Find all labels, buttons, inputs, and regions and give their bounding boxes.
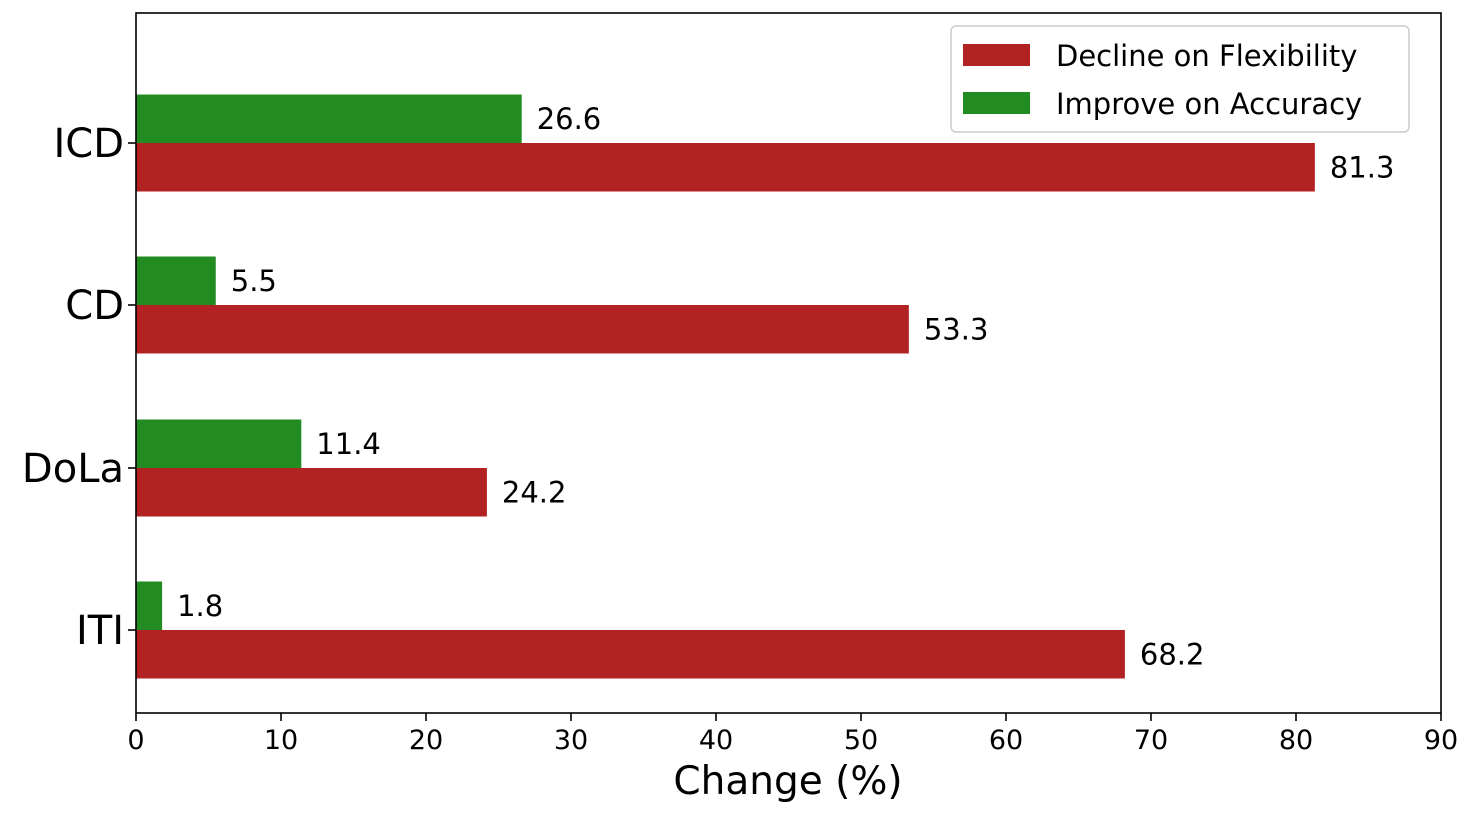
bar-decline-dola [136,468,487,517]
bar-improve-iti [136,581,163,630]
y-tick-label-iti: ITI [76,608,124,654]
x-tick-label-90: 90 [1424,725,1458,756]
legend-label-decline: Decline on Flexibility [1056,39,1357,73]
value-label-decline-iti: 68.2 [1140,637,1205,671]
value-label-improve-dola: 11.4 [316,427,381,461]
bars-layer [136,94,1315,679]
bar-improve-dola [136,419,302,468]
x-tick-label-60: 60 [989,725,1023,756]
value-label-improve-cd: 5.5 [231,264,277,298]
legend: Decline on Flexibility Improve on Accura… [950,25,1410,133]
bar-improve-icd [136,94,522,143]
x-tick-label-50: 50 [844,725,878,756]
x-tick-label-30: 30 [554,725,588,756]
x-tick-label-70: 70 [1134,725,1168,756]
y-tick-label-dola: DoLa [22,446,124,492]
legend-swatch-improve [963,92,1030,114]
legend-label-improve: Improve on Accuracy [1056,87,1362,121]
x-tick-label-20: 20 [409,725,443,756]
value-label-decline-icd: 81.3 [1330,150,1395,184]
bar-decline-icd [136,143,1315,192]
bar-decline-iti [136,630,1125,679]
x-axis-title: Change (%) [673,759,902,804]
plot-frame [135,12,1442,714]
value-label-improve-icd: 26.6 [537,102,602,136]
x-tick-label-0: 0 [127,725,144,756]
value-label-decline-cd: 53.3 [924,312,989,346]
legend-swatch-decline [963,44,1030,66]
bar-decline-cd [136,305,909,354]
value-labels-layer: 26.6 81.3 5.5 53.3 11.4 24.2 1.8 68.2 [177,102,1394,672]
y-tick-label-cd: CD [65,283,124,329]
x-tick-label-40: 40 [699,725,733,756]
x-tick-label-80: 80 [1279,725,1313,756]
y-axis: ICD CD DoLa ITI [22,121,136,654]
y-tick-label-icd: ICD [53,121,124,167]
legend-frame [950,25,1410,133]
value-label-improve-iti: 1.8 [177,589,223,623]
bar-improve-cd [136,256,216,305]
x-tick-label-10: 10 [264,725,298,756]
x-axis: 0 10 20 30 40 50 60 70 80 90 [127,713,1458,756]
value-label-decline-dola: 24.2 [502,475,567,509]
